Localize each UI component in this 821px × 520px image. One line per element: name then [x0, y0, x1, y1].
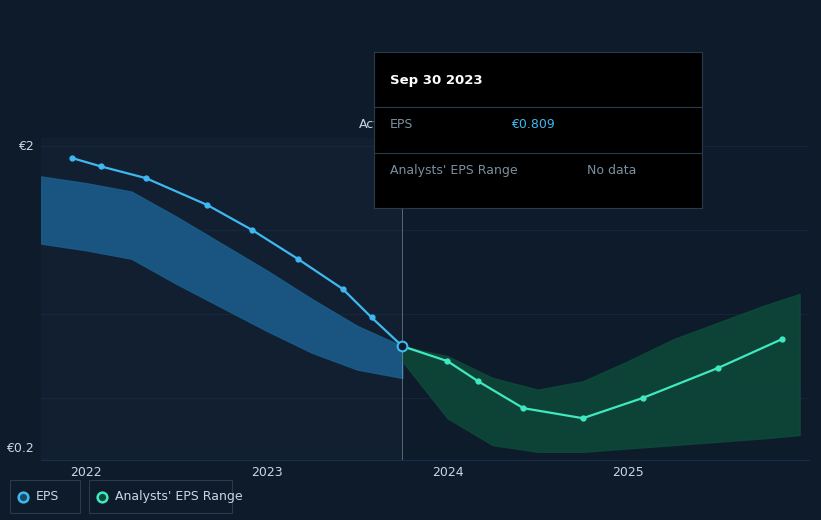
Text: Sep 30 2023: Sep 30 2023: [390, 74, 483, 87]
FancyBboxPatch shape: [10, 480, 80, 513]
Text: €0.2: €0.2: [6, 442, 34, 455]
FancyBboxPatch shape: [89, 480, 232, 513]
Text: Actual: Actual: [360, 119, 398, 132]
Text: Analysts Forecasts: Analysts Forecasts: [406, 119, 522, 132]
Bar: [41, 138, 402, 460]
Text: EPS: EPS: [390, 118, 413, 131]
Text: EPS: EPS: [36, 490, 59, 503]
Text: Analysts' EPS Range: Analysts' EPS Range: [115, 490, 242, 503]
Text: €0.809: €0.809: [511, 118, 555, 131]
Bar: [402, 138, 809, 460]
Text: Analysts' EPS Range: Analysts' EPS Range: [390, 164, 517, 177]
Text: €2: €2: [17, 140, 34, 153]
Text: No data: No data: [587, 164, 636, 177]
